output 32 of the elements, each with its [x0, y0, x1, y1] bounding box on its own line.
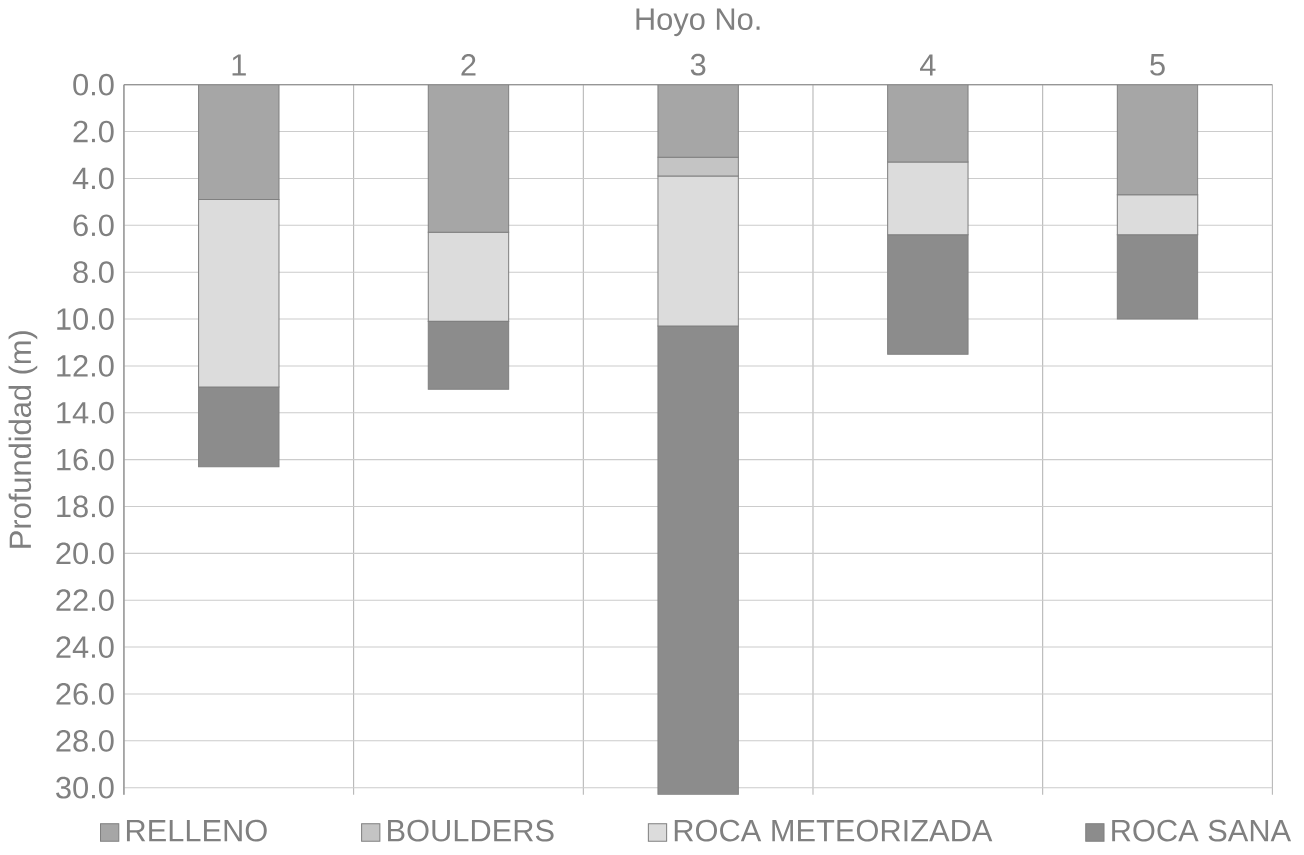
x-tick-label: 4 [920, 54, 936, 76]
y-tick-label: 0.0 [73, 73, 114, 96]
y-tick-label: 18.0 [57, 495, 114, 518]
y-tick-label: 16.0 [57, 448, 114, 471]
y-tick-label: 2.0 [73, 120, 114, 143]
bar [887, 84, 969, 162]
y-tick-label: 4.0 [72, 167, 114, 190]
legend-label: BOULDERS [388, 819, 554, 842]
bar [428, 84, 509, 233]
x-tick-label: 5 [1150, 53, 1165, 76]
y-tick-label: 10.0 [57, 307, 114, 330]
x-tick-label: 3 [690, 53, 706, 76]
y-tick-label: 28.0 [56, 729, 114, 752]
bar [198, 84, 279, 200]
y-tick-label: 26.0 [56, 682, 114, 705]
y-tick-label: 8.0 [73, 261, 114, 283]
y-tick-label: 24.0 [56, 636, 114, 658]
y-tick-label: 22.0 [56, 589, 114, 611]
y-axis-title: Profundidad (m) [8, 331, 38, 548]
bar [657, 84, 739, 158]
legend-label: ROCA SANA [1112, 819, 1292, 842]
y-tick-label: 12.0 [57, 354, 114, 377]
y-tick-label: 6.0 [73, 214, 114, 236]
x-axis-title: Hoyo No. [636, 8, 760, 36]
x-tick-label: 1 [232, 54, 246, 76]
y-tick-label: 20.0 [56, 542, 114, 565]
legend-label: ROCA METEORIZADA [674, 819, 993, 842]
y-tick-label: 30.0 [56, 776, 114, 799]
x-tick-label: 2 [461, 53, 476, 76]
bar [1116, 84, 1199, 196]
legend-label: RELLENO [126, 819, 267, 842]
y-tick-label: 14.0 [57, 401, 114, 424]
